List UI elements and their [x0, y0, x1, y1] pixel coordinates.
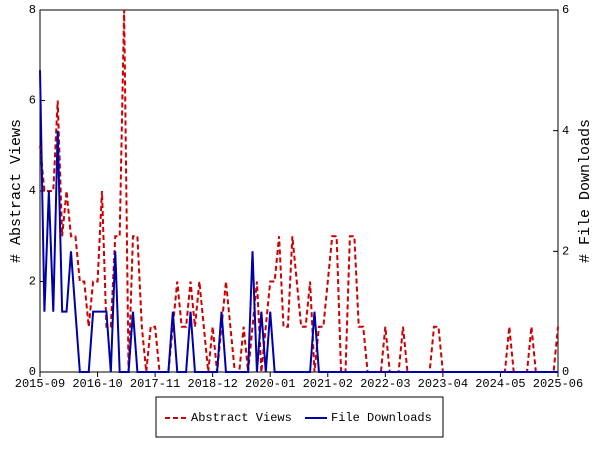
x-tick-label: 2017-11 — [130, 377, 180, 391]
y2-tick-label: 2 — [562, 245, 569, 259]
x-tick-label: 2015-09 — [15, 377, 65, 391]
y2-tick-label: 0 — [562, 365, 569, 379]
y-axis-label: # Abstract Views — [8, 119, 25, 263]
y2-tick-label: 6 — [562, 3, 569, 17]
x-tick-label: 2022-03 — [360, 377, 410, 391]
x-tick-label: 2016-10 — [72, 377, 122, 391]
y-tick-label: 4 — [29, 184, 36, 198]
x-tick-label: 2020-01 — [245, 377, 295, 391]
series-line — [39, 70, 558, 373]
x-tick-label: 2021-02 — [303, 377, 353, 391]
y-tick-label: 2 — [29, 275, 36, 289]
y-tick-label: 0 — [29, 365, 36, 379]
y2-tick-label: 4 — [562, 124, 569, 138]
legend-box — [155, 396, 444, 438]
y2-axis-label: # File Downloads — [577, 119, 594, 263]
x-tick-label: 2024-05 — [475, 377, 525, 391]
y-tick-label: 8 — [29, 3, 36, 17]
y-tick-label: 6 — [29, 94, 36, 108]
legend-label: Abstract Views — [191, 411, 292, 425]
legend-label: File Downloads — [331, 411, 432, 425]
x-tick-label: 2023-04 — [418, 377, 468, 391]
x-tick-label: 2018-12 — [187, 377, 237, 391]
x-tick-label: 2025-06 — [533, 377, 583, 391]
